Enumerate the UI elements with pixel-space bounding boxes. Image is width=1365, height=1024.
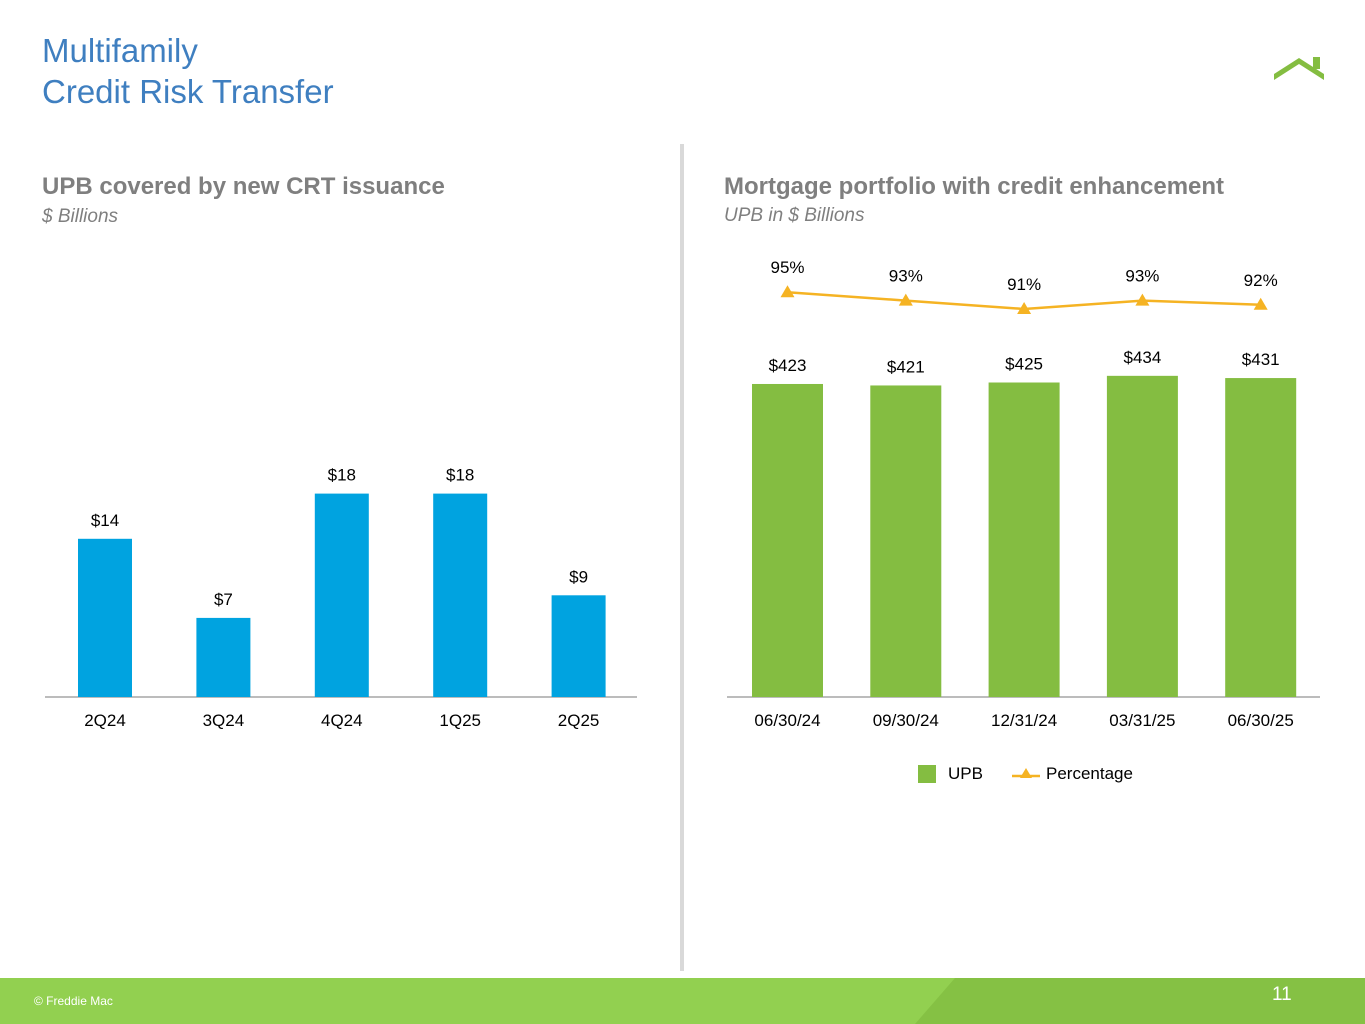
legend-label-percentage: Percentage	[1046, 764, 1133, 783]
right-chart-title: Mortgage portfolio with credit enhanceme…	[724, 173, 1225, 200]
percentage-marker	[780, 285, 795, 298]
crt-x-tick: 3Q24	[203, 711, 245, 730]
right-chart-subtitle: UPB in $ Billions	[724, 205, 865, 226]
crt-bar-2Q24	[78, 538, 132, 697]
crt-bar-label: $7	[214, 590, 233, 609]
upb-x-tick: 06/30/25	[1228, 711, 1294, 730]
copyright-text: © Freddie Mac	[34, 994, 113, 1008]
upb-bar-label: $431	[1242, 350, 1280, 369]
upb-x-tick: 03/31/25	[1109, 711, 1175, 730]
panel-divider	[680, 144, 684, 971]
house-roof-icon	[1274, 57, 1324, 80]
crt-x-tick: 2Q25	[558, 711, 600, 730]
percentage-marker	[1135, 293, 1150, 306]
title-line-2: Credit Risk Transfer	[42, 73, 334, 110]
percentage-marker	[1017, 302, 1032, 314]
upb-x-tick: 12/31/24	[991, 711, 1057, 730]
crt-bar-label: $14	[91, 511, 119, 530]
page-number: 11	[1272, 984, 1292, 1005]
footer-accent	[915, 978, 1365, 1024]
upb-x-tick: 06/30/24	[754, 711, 820, 730]
title-line-1: Multifamily	[42, 32, 198, 69]
legend-item-percentage: Percentage	[1012, 762, 1133, 786]
crt-x-tick: 2Q24	[84, 711, 126, 730]
percentage-marker	[898, 293, 913, 306]
percentage-label: 93%	[889, 267, 923, 286]
upb-bar-06/30/24	[752, 383, 823, 697]
page-title: Multifamily Credit Risk Transfer	[42, 30, 334, 112]
upb-bar-06/30/25	[1225, 378, 1297, 697]
footer-bar: © Freddie Mac 11	[0, 978, 1365, 1024]
legend-line-swatch	[1012, 768, 1040, 778]
percentage-label: 91%	[1007, 275, 1041, 294]
crt-x-tick: 1Q25	[439, 711, 481, 730]
crt-bar-4Q24	[314, 493, 369, 697]
percentage-label: 95%	[770, 258, 804, 277]
crt-x-tick: 4Q24	[321, 711, 363, 730]
crt-bar-3Q24	[196, 617, 251, 697]
legend-label-upb: UPB	[948, 764, 983, 783]
upb-bar-09/30/24	[870, 385, 942, 697]
left-chart-title: UPB covered by new CRT issuance	[42, 173, 445, 200]
percentage-label: 93%	[1125, 267, 1159, 286]
legend-item-upb: UPB	[918, 762, 983, 786]
percentage-marker	[1253, 297, 1268, 310]
upb-bar-label: $421	[887, 357, 925, 376]
crt-bar-label: $9	[569, 567, 588, 586]
upb-bar-label: $434	[1123, 348, 1161, 367]
percentage-label: 92%	[1244, 271, 1278, 290]
crt-bar-label: $18	[446, 466, 474, 485]
left-chart-subtitle: $ Billions	[42, 206, 119, 227]
upb-bar-03/31/25	[1106, 375, 1178, 697]
crt-bar-label: $18	[328, 466, 356, 485]
upb-bar-label: $425	[1005, 355, 1043, 374]
upb-x-tick: 09/30/24	[873, 711, 939, 730]
crt-bar-2Q25	[551, 595, 606, 697]
crt-bar-1Q25	[433, 493, 488, 697]
upb-bar-label: $423	[769, 356, 807, 375]
legend-bar-swatch	[918, 765, 936, 783]
upb-bar-12/31/24	[988, 382, 1060, 697]
